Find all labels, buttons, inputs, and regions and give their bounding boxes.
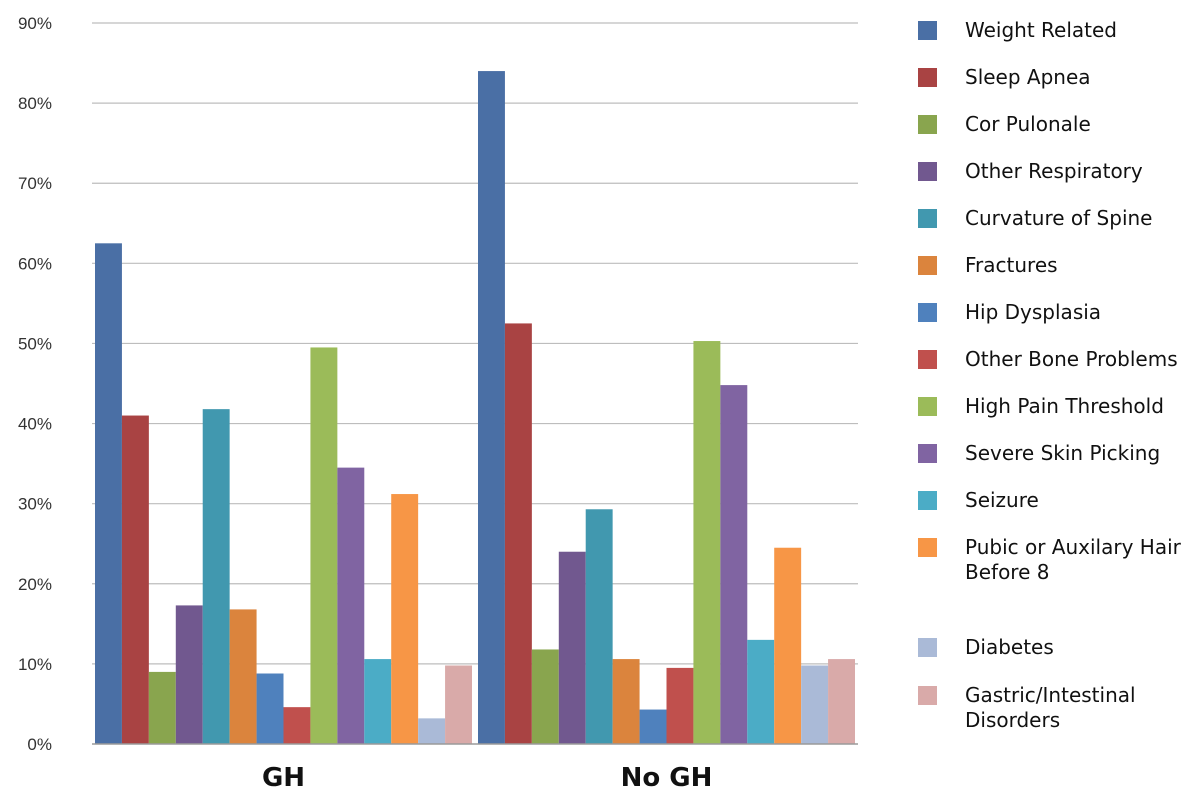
- y-tick-label: 40%: [18, 415, 52, 434]
- legend-label: Gastric/Intestinal Disorders: [965, 683, 1136, 732]
- legend-item: Cor Pulonale: [918, 112, 1201, 137]
- legend-label: Curvature of Spine: [965, 206, 1153, 230]
- bar: [801, 665, 829, 744]
- bar: [612, 659, 640, 744]
- legend-label: Hip Dysplasia: [965, 300, 1102, 324]
- legend-swatch: [918, 21, 937, 40]
- y-tick-label: 90%: [18, 14, 52, 33]
- legend-swatch: [918, 638, 937, 657]
- y-axis-ticks: 0% 10% 20% 30% 40% 50% 60% 70% 80% 90%: [18, 14, 52, 754]
- y-tick-label: 60%: [18, 254, 52, 273]
- bar: [283, 707, 311, 744]
- bar: [391, 494, 419, 744]
- legend-swatch: [918, 397, 937, 416]
- legend-label: Cor Pulonale: [965, 112, 1091, 136]
- legend-label: Other Bone Problems: [965, 347, 1178, 371]
- legend-item: Severe Skin Picking: [918, 441, 1201, 466]
- legend-item: Weight Related: [918, 18, 1201, 43]
- legend-swatch: [918, 162, 937, 181]
- y-tick-label: 0%: [27, 735, 52, 754]
- legend-label: Severe Skin Picking: [965, 441, 1161, 465]
- bar: [229, 609, 257, 744]
- legend: Weight Related Sleep Apnea Cor Pulonale Oth…: [918, 18, 1201, 733]
- bar: [774, 547, 802, 744]
- category-labels: GH No GH: [262, 763, 712, 793]
- bar: [364, 659, 392, 744]
- legend-item: Gastric/Intestinal Disorders: [918, 683, 1201, 733]
- legend-swatch: [918, 115, 937, 134]
- legend-item: Other Respiratory: [918, 159, 1201, 184]
- legend-label: Diabetes: [965, 635, 1054, 659]
- bar: [720, 385, 748, 744]
- legend-item: Diabetes: [918, 635, 1201, 660]
- bar: [747, 639, 775, 744]
- bar: [585, 509, 613, 744]
- legend-label: Other Respiratory: [965, 159, 1143, 183]
- legend-item: Fractures: [918, 253, 1201, 278]
- bar: [666, 667, 694, 744]
- bar: [256, 673, 284, 744]
- y-tick-label: 50%: [18, 334, 52, 353]
- bar: [337, 467, 365, 744]
- legend-label: Weight Related: [965, 18, 1117, 42]
- legend-label: Pubic or Auxilary Hair Before 8: [965, 535, 1181, 584]
- bar: [639, 709, 667, 744]
- legend-item: High Pain Threshold: [918, 394, 1201, 419]
- legend-item: Hip Dysplasia: [918, 300, 1201, 325]
- legend-label: High Pain Threshold: [965, 394, 1164, 418]
- legend-swatch: [918, 686, 937, 705]
- legend-label: Fractures: [965, 253, 1058, 277]
- x-category-label: GH: [262, 763, 305, 793]
- bar: [418, 718, 446, 744]
- y-tick-label: 30%: [18, 495, 52, 514]
- bar: [828, 659, 855, 744]
- bar: [478, 71, 505, 744]
- bar: [95, 243, 122, 744]
- legend-item: Seizure: [918, 488, 1201, 513]
- legend-swatch: [918, 256, 937, 275]
- bar: [531, 649, 559, 744]
- legend-swatch: [918, 538, 937, 557]
- legend-item: Curvature of Spine: [918, 206, 1201, 231]
- y-tick-label: 80%: [18, 94, 52, 113]
- bar: [445, 665, 472, 744]
- legend-item: Sleep Apnea: [918, 65, 1201, 90]
- legend-swatch: [918, 209, 937, 228]
- legend-swatch: [918, 444, 937, 463]
- bar: [310, 347, 338, 744]
- bars: [95, 71, 855, 744]
- y-tick-label: 70%: [18, 174, 52, 193]
- bar: [175, 605, 203, 744]
- legend-swatch: [918, 68, 937, 87]
- legend-label: Sleep Apnea: [965, 65, 1091, 89]
- x-category-label: No GH: [621, 763, 713, 793]
- bar: [504, 323, 532, 744]
- y-tick-label: 20%: [18, 575, 52, 594]
- legend-swatch: [918, 491, 937, 510]
- bar: [202, 409, 230, 744]
- legend-item: Other Bone Problems: [918, 347, 1201, 372]
- legend-label: Seizure: [965, 488, 1039, 512]
- bar: [693, 341, 721, 744]
- legend-swatch: [918, 350, 937, 369]
- y-tick-label: 10%: [18, 655, 52, 674]
- bar: [558, 551, 586, 744]
- legend-item: Pubic or Auxilary Hair Before 8: [918, 535, 1201, 585]
- legend-swatch: [918, 303, 937, 322]
- bar: [148, 671, 176, 744]
- bar: [121, 415, 149, 744]
